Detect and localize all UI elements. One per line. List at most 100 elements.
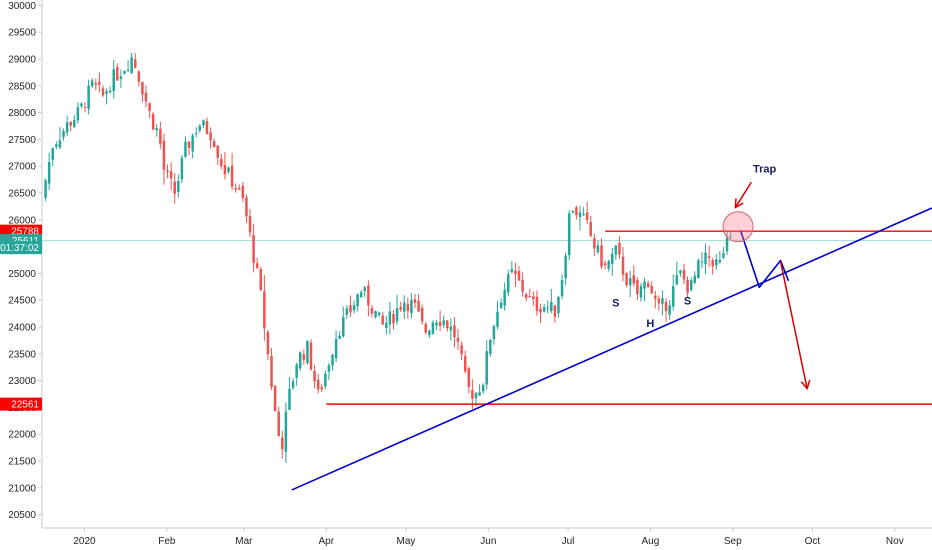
candles <box>44 52 732 464</box>
candle-body <box>539 308 542 313</box>
candle-body <box>342 317 345 337</box>
candle-body <box>625 272 628 286</box>
x-tick-label: Aug <box>641 536 659 547</box>
candle-body <box>259 269 263 291</box>
candle-body <box>263 291 266 329</box>
y-tick-label: 24500 <box>8 296 36 307</box>
y-tick-label: 25000 <box>8 269 36 280</box>
candle-body <box>693 275 697 283</box>
candle-body <box>227 167 230 172</box>
candle-body <box>298 352 302 369</box>
candle-body <box>252 235 255 263</box>
candle-body <box>44 180 47 198</box>
y-tick-label: 22000 <box>8 430 36 441</box>
candle-body <box>611 254 614 264</box>
candle-body <box>456 337 460 342</box>
candle-body <box>517 271 521 281</box>
candle-body <box>510 269 514 273</box>
candle-body <box>446 320 449 329</box>
candle-body <box>449 326 453 331</box>
candle-body <box>126 69 130 71</box>
projection <box>739 230 790 289</box>
y-axis: 2050021000215002200022500230002350024000… <box>8 0 43 528</box>
price-tag <box>0 397 42 411</box>
candle-body <box>65 122 69 133</box>
candle-body <box>281 437 284 450</box>
candle-body <box>406 303 410 312</box>
candle-body <box>593 238 596 249</box>
candle-body <box>668 305 671 315</box>
candle-body <box>234 188 237 190</box>
candle-body <box>689 279 693 291</box>
candle-body <box>166 170 169 172</box>
candle-body <box>141 81 144 95</box>
candle-body <box>51 148 55 160</box>
candle-body <box>686 279 689 293</box>
candle-body <box>334 338 338 359</box>
candle-body <box>589 222 593 236</box>
candle-body <box>320 387 324 390</box>
candle-body <box>453 325 456 338</box>
candle-body <box>187 141 191 148</box>
candle-body <box>324 373 327 387</box>
y-tick-label: 24000 <box>8 322 36 333</box>
candle-body <box>607 261 610 269</box>
candle-body <box>704 252 707 265</box>
candle-body <box>90 80 94 87</box>
candle-body <box>600 245 603 267</box>
candle-body <box>98 81 101 85</box>
annotations: Trap S H S <box>291 164 932 491</box>
candle-body <box>202 120 205 126</box>
candle-body <box>148 103 151 111</box>
candle-body <box>159 128 162 144</box>
candle-body <box>675 275 679 285</box>
candle-body <box>313 370 316 382</box>
candle-body <box>205 121 209 135</box>
candle-body <box>108 90 112 93</box>
candle-body <box>191 135 194 152</box>
candle-body <box>553 305 557 317</box>
candle-body <box>636 280 639 295</box>
candle-body <box>345 308 349 315</box>
y-tick-label: 23000 <box>8 376 36 387</box>
candle-body <box>707 256 711 259</box>
candle-body <box>284 411 288 452</box>
candle-body <box>392 314 395 324</box>
annotation-label: S <box>684 295 691 307</box>
candle-body <box>62 131 65 138</box>
x-tick-label: Oct <box>805 536 821 547</box>
candle-body <box>664 301 668 312</box>
candle-body <box>521 279 524 292</box>
candle-body <box>306 341 309 363</box>
y-tick-label: 28000 <box>8 108 36 119</box>
candle-body <box>661 298 664 304</box>
candle-body <box>506 274 510 293</box>
candle-body <box>496 311 499 327</box>
candle-body <box>370 308 374 314</box>
candle-body <box>682 270 686 280</box>
candle-body <box>471 389 474 399</box>
candle-body <box>58 140 62 148</box>
price-tag <box>0 241 42 255</box>
candle-body <box>119 76 123 79</box>
candle-body <box>614 245 618 255</box>
candle-body <box>431 322 435 334</box>
annotation-label: H <box>646 318 654 330</box>
candle-body <box>671 286 675 307</box>
trap-arrow-head <box>734 198 744 209</box>
candle-body <box>245 197 248 217</box>
candle-body <box>725 237 729 252</box>
candle-body <box>582 213 585 216</box>
y-tick-label: 21000 <box>8 483 36 494</box>
x-tick-label: Sep <box>724 536 742 547</box>
candle-body <box>180 158 184 180</box>
candle-body <box>697 260 700 279</box>
candle-body <box>650 285 653 294</box>
candle-body <box>177 180 180 192</box>
y-tick-label: 29000 <box>8 54 36 65</box>
candle-body <box>489 339 492 355</box>
y-tick-label: 28500 <box>8 81 36 92</box>
candle-body <box>374 311 377 318</box>
price-tag-label: 25788 <box>11 227 39 238</box>
